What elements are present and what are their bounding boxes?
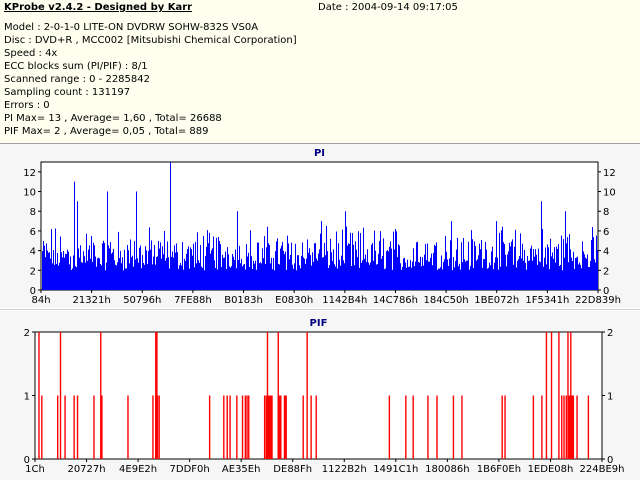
scan-date: Date : 2004-09-14 09:17:05 bbox=[318, 2, 458, 13]
x-tick-label: 1EDE08h bbox=[528, 464, 574, 475]
x-tick-label: DE88Fh bbox=[273, 464, 312, 475]
y-tick-label: 4 bbox=[603, 247, 609, 258]
x-tick-label: 7FE88h bbox=[174, 295, 212, 306]
pi-chart-panel: PI 0 0 2 2 4 4 6 6 8 8 10 10 12 12 84h 21321h 50796h 7FE88… bbox=[0, 144, 640, 308]
y-tick-label: 1 bbox=[24, 392, 30, 403]
info-sampling: Sampling count : 131197 bbox=[4, 87, 131, 98]
x-tick-label: 1142B4h bbox=[322, 295, 367, 306]
y-tick-label: 2 bbox=[607, 328, 613, 339]
divider bbox=[0, 143, 640, 144]
y-tick-label: 2 bbox=[24, 328, 30, 339]
x-tick-label: 1491C1h bbox=[373, 464, 418, 475]
info-speed: Speed : 4x bbox=[4, 48, 58, 59]
pif-chart-panel: PIF 0 0 1 1 2 2 1Ch 20727h 4E9E2h 7DDF0h AE35Eh DE88… bbox=[0, 311, 640, 480]
y-tick-label: 6 bbox=[30, 227, 36, 238]
pi-chart-title: PI bbox=[314, 148, 325, 159]
y-tick-label: 2 bbox=[30, 266, 36, 277]
y-tick-label: 10 bbox=[23, 188, 36, 199]
x-tick-label: AE35Eh bbox=[222, 464, 261, 475]
info-pif-stats: PIF Max= 2 , Average= 0,05 , Total= 889 bbox=[4, 126, 209, 137]
y-tick-label: 12 bbox=[603, 168, 616, 179]
x-tick-label: 4E9E2h bbox=[119, 464, 157, 475]
y-tick-label: 8 bbox=[30, 207, 36, 218]
x-tick-label: 7DDF0h bbox=[170, 464, 210, 475]
x-tick-label: 84h bbox=[31, 295, 50, 306]
x-tick-label: 1F5341h bbox=[525, 295, 569, 306]
x-tick-label: 50796h bbox=[123, 295, 161, 306]
x-tick-label: 1B6F0Eh bbox=[477, 464, 521, 475]
info-range: Scanned range : 0 - 2285842 bbox=[4, 74, 150, 85]
y-tick-label: 1 bbox=[607, 392, 613, 403]
pif-chart-title: PIF bbox=[310, 318, 328, 329]
y-tick-label: 0 bbox=[24, 455, 30, 466]
x-tick-label: 1BE072h bbox=[474, 295, 519, 306]
y-tick-label: 6 bbox=[603, 227, 609, 238]
x-tick-label: 180086h bbox=[425, 464, 470, 475]
x-tick-label: 20727h bbox=[67, 464, 105, 475]
x-tick-label: 22D839h bbox=[575, 295, 621, 306]
y-tick-label: 4 bbox=[30, 247, 36, 258]
x-tick-label: E0830h bbox=[275, 295, 313, 306]
pif-chart: PIF 0 0 1 1 2 2 1Ch 20727h 4E9E2h 7DDF0h AE35Eh DE88… bbox=[24, 318, 625, 475]
divider bbox=[0, 309, 640, 310]
x-tick-label: 184C50h bbox=[424, 295, 469, 306]
y-tick-label: 12 bbox=[23, 168, 36, 179]
x-tick-label: 224BE9h bbox=[580, 464, 625, 475]
info-ecc: ECC blocks sum (PI/PIF) : 8/1 bbox=[4, 61, 148, 72]
y-tick-label: 0 bbox=[607, 455, 613, 466]
info-model: Model : 2-0-1-0 LITE-ON DVDRW SOHW-832S … bbox=[4, 22, 259, 33]
y-tick-label: 8 bbox=[603, 207, 609, 218]
x-tick-label: 1Ch bbox=[25, 464, 45, 475]
x-tick-label: 1122B2h bbox=[322, 464, 367, 475]
pif-plot-area bbox=[34, 331, 603, 460]
y-tick-label: 10 bbox=[603, 188, 616, 199]
x-tick-label: 21321h bbox=[73, 295, 111, 306]
x-tick-label: 14C786h bbox=[373, 295, 418, 306]
report-panel: KProbe v2.4.2 - Designed by Karr Date : … bbox=[0, 0, 640, 143]
y-tick-label: 0 bbox=[30, 286, 36, 297]
pi-chart: PI 0 0 2 2 4 4 6 6 8 8 10 10 12 12 84h 21321h 50796h 7FE88… bbox=[23, 148, 621, 306]
y-tick-label: 0 bbox=[603, 286, 609, 297]
app-title: KProbe v2.4.2 - Designed by Karr bbox=[4, 2, 193, 13]
y-tick-label: 2 bbox=[603, 266, 609, 277]
info-pi-stats: PI Max= 13 , Average= 1,60 , Total= 2668… bbox=[4, 113, 222, 124]
x-tick-label: B0183h bbox=[224, 295, 263, 306]
info-errors: Errors : 0 bbox=[4, 100, 50, 111]
info-disc: Disc : DVD+R , MCC002 [Mitsubishi Chemic… bbox=[4, 35, 297, 46]
